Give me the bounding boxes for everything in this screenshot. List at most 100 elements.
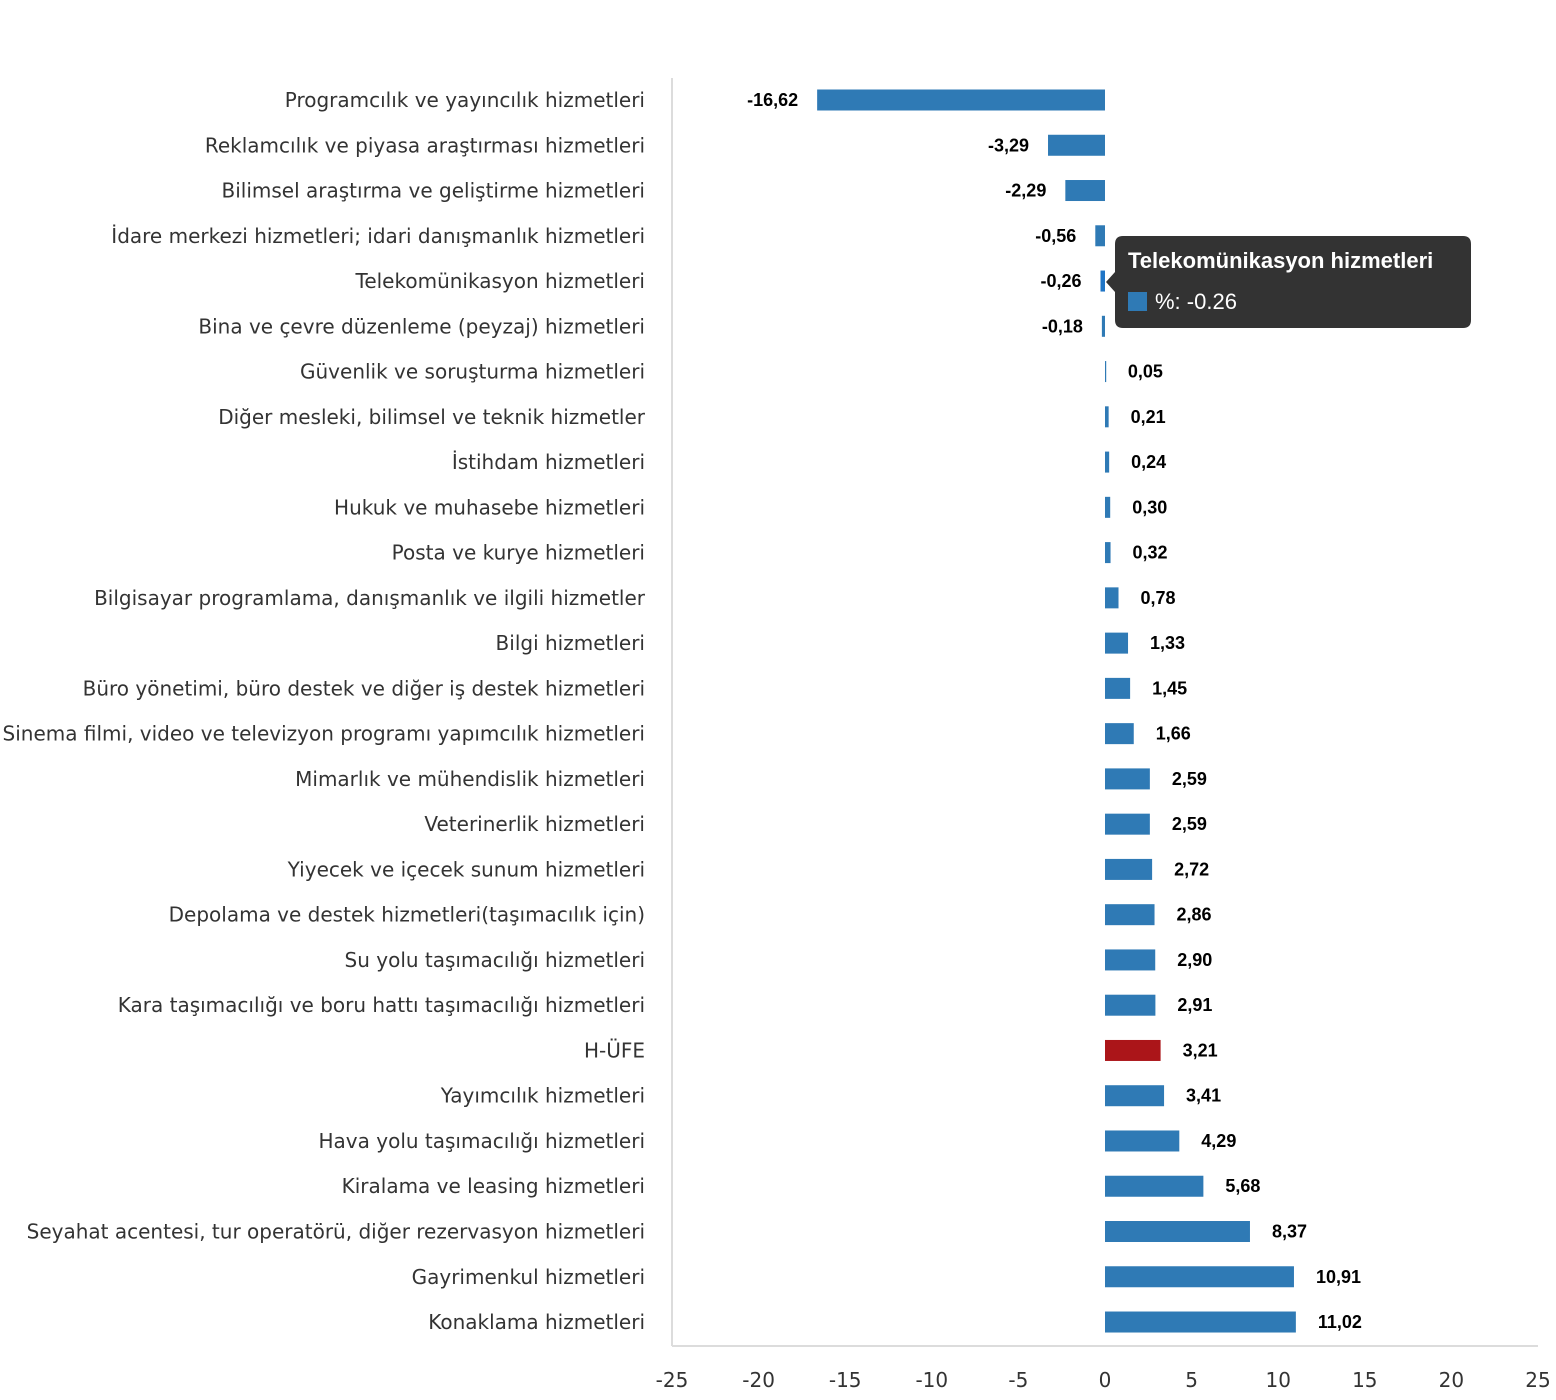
bars: [817, 89, 1296, 1333]
bar[interactable]: [1105, 451, 1110, 473]
bar[interactable]: [1101, 315, 1105, 337]
category-label: İdare merkezi hizmetleri; idari danışman…: [111, 224, 645, 248]
data-label: -0,26: [1040, 271, 1081, 291]
bar[interactable]: [1105, 542, 1111, 564]
data-label: -16,62: [747, 90, 798, 110]
category-label: Kiralama ve leasing hizmetleri: [342, 1174, 645, 1198]
bar[interactable]: [1105, 1039, 1161, 1061]
bar[interactable]: [1105, 904, 1155, 926]
bar[interactable]: [817, 89, 1105, 111]
category-label: Reklamcılık ve piyasa araştırması hizmet…: [205, 133, 645, 157]
x-axis-ticks: -25 -20 -15 -10 -5 0 5 10 15 20 25: [656, 1368, 1551, 1392]
bar[interactable]: [1105, 813, 1150, 835]
bar[interactable]: [1048, 134, 1105, 156]
x-tick-label: -20: [742, 1368, 775, 1392]
bar[interactable]: [1105, 723, 1134, 745]
bar[interactable]: [1105, 1130, 1180, 1152]
data-label: -2,29: [1005, 181, 1046, 201]
data-label: 10,91: [1316, 1267, 1361, 1287]
category-label: Diğer mesleki, bilimsel ve teknik hizmet…: [218, 405, 646, 429]
category-label: Veterinerlik hizmetleri: [424, 812, 645, 836]
axes: [671, 78, 1538, 1347]
bar[interactable]: [1105, 858, 1153, 880]
category-label: Bilimsel araştırma ve geliştirme hizmetl…: [222, 179, 645, 203]
data-label: 2,91: [1177, 995, 1212, 1015]
x-tick-label: 0: [1099, 1368, 1112, 1392]
data-label: 1,45: [1152, 678, 1187, 698]
category-label: Posta ve kurye hizmetleri: [392, 541, 645, 565]
x-tick-label: -15: [829, 1368, 862, 1392]
x-tick-label: -10: [915, 1368, 948, 1392]
data-label: 1,66: [1156, 724, 1191, 744]
category-label: Yayımcılık hizmetleri: [440, 1084, 645, 1108]
tooltip-box: [1106, 236, 1471, 328]
tooltip-series-swatch: [1128, 292, 1147, 311]
data-label: 3,21: [1183, 1040, 1218, 1060]
category-label: Hukuk ve muhasebe hizmetleri: [334, 495, 645, 519]
category-label: Sinema filmi, video ve televizyon progra…: [3, 722, 645, 746]
x-tick-label: 10: [1265, 1368, 1290, 1392]
category-label: Su yolu taşımacılığı hizmetleri: [345, 948, 645, 972]
bar[interactable]: [1095, 225, 1105, 247]
data-label: 1,33: [1150, 633, 1185, 653]
data-label: 11,02: [1318, 1312, 1362, 1332]
x-tick-label: 20: [1439, 1368, 1464, 1392]
data-label: -0,18: [1042, 316, 1083, 336]
category-label: Kara taşımacılığı ve boru hattı taşımacı…: [118, 993, 645, 1017]
x-tick-label: 25: [1525, 1368, 1550, 1392]
category-label: Yiyecek ve içecek sunum hizmetleri: [287, 857, 645, 881]
x-tick-label: 5: [1185, 1368, 1198, 1392]
bar[interactable]: [1105, 949, 1156, 971]
category-label: İstihdam hizmetleri: [452, 450, 645, 474]
category-label: Büro yönetimi, büro destek ve diğer iş d…: [83, 676, 645, 700]
tooltip: Telekomünikasyon hizmetleri %: -0.26: [1106, 236, 1471, 328]
x-tick-label: -5: [1008, 1368, 1028, 1392]
bar[interactable]: [1105, 768, 1150, 790]
bar[interactable]: [1105, 994, 1156, 1016]
data-label: -0,56: [1035, 226, 1076, 246]
data-label: 2,59: [1172, 769, 1207, 789]
tooltip-title: Telekomünikasyon hizmetleri: [1128, 248, 1433, 273]
bar[interactable]: [1065, 180, 1105, 202]
data-label: 5,68: [1225, 1176, 1260, 1196]
data-label: 0,21: [1131, 407, 1166, 427]
category-label: Telekomünikasyon hizmetleri: [355, 269, 646, 293]
data-label: 4,29: [1201, 1131, 1236, 1151]
data-label: 0,78: [1141, 588, 1176, 608]
tooltip-value: %: -0.26: [1155, 289, 1237, 314]
category-label: Programcılık ve yayıncılık hizmetleri: [285, 88, 645, 112]
data-label: -3,29: [988, 135, 1029, 155]
category-label: Mimarlık ve mühendislik hizmetleri: [295, 767, 645, 791]
bar[interactable]: [1105, 1175, 1204, 1197]
data-label: 2,90: [1177, 950, 1212, 970]
bar[interactable]: [1105, 632, 1129, 654]
data-label: 0,24: [1131, 452, 1166, 472]
data-label: 2,72: [1174, 859, 1209, 879]
data-label: 0,05: [1128, 362, 1163, 382]
bar[interactable]: [1105, 1085, 1165, 1107]
data-labels: -16,62 -3,29 -2,29 -0,56 -0,26 -0,18 0,05 0,21 0…: [747, 90, 1362, 1332]
bar[interactable]: [1105, 587, 1119, 609]
data-label: 0,32: [1133, 543, 1168, 563]
data-label: 0,30: [1132, 497, 1167, 517]
bar[interactable]: [1105, 406, 1109, 428]
bar[interactable]: [1105, 677, 1131, 699]
bar[interactable]: [1100, 270, 1105, 292]
category-label: Seyahat acentesi, tur operatörü, diğer r…: [27, 1220, 645, 1244]
bar[interactable]: [1105, 1266, 1294, 1288]
data-label: 3,41: [1186, 1086, 1221, 1106]
category-label: Konaklama hizmetleri: [428, 1310, 645, 1334]
category-label: Depolama ve destek hizmetleri(taşımacılı…: [169, 903, 645, 927]
category-label: Gayrimenkul hizmetleri: [412, 1265, 645, 1289]
bar[interactable]: [1105, 361, 1107, 383]
bar[interactable]: [1105, 496, 1111, 518]
category-label: Hava yolu taşımacılığı hizmetleri: [319, 1129, 646, 1153]
category-label: Bina ve çevre düzenleme (peyzaj) hizmetl…: [198, 314, 645, 338]
category-label: H-ÜFE: [584, 1038, 645, 1062]
x-tick-label: 15: [1352, 1368, 1377, 1392]
data-label: 2,86: [1177, 905, 1212, 925]
bar[interactable]: [1105, 1221, 1250, 1242]
bar[interactable]: [1105, 1311, 1296, 1333]
category-label: Güvenlik ve soruşturma hizmetleri: [300, 360, 645, 384]
